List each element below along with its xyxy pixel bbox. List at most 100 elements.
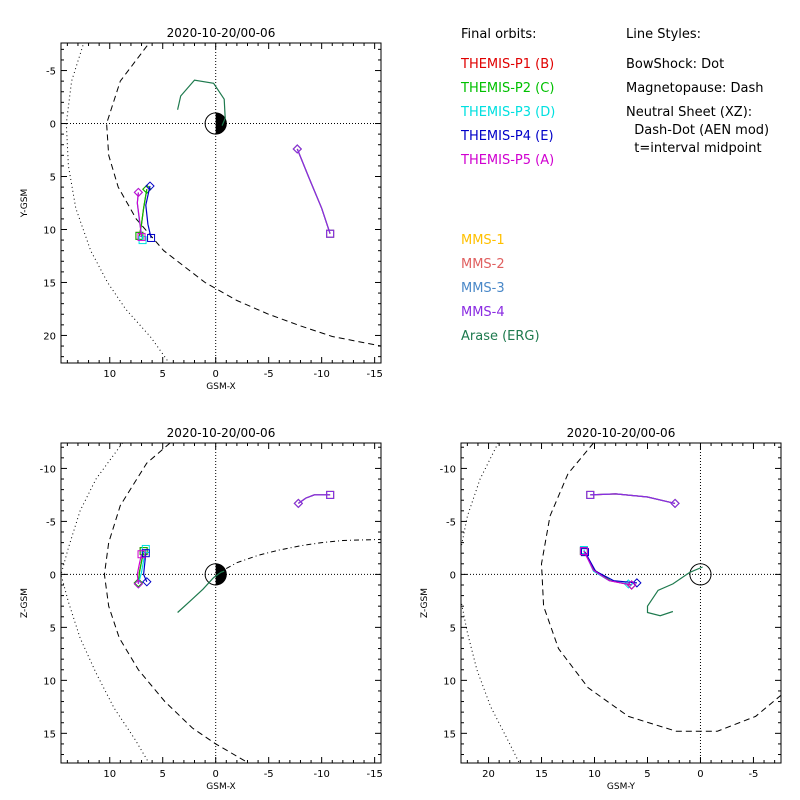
orbit-themis-p5-a bbox=[136, 192, 143, 237]
y-tick-label: 0 bbox=[50, 120, 56, 131]
line-style-bowshock: BowShock: Dot bbox=[626, 57, 725, 72]
x-tick-label: -5 bbox=[264, 369, 274, 380]
orbit-start-square-marker bbox=[137, 232, 146, 241]
legend-mms-3: MMS-3 bbox=[461, 281, 505, 296]
orbit-end-diamond-marker bbox=[626, 580, 637, 590]
legend-mms-2: MMS-2 bbox=[461, 257, 505, 272]
orbit-start-square-marker bbox=[580, 548, 589, 557]
y-tick-label: 20 bbox=[43, 331, 56, 342]
x-tick-label: 0 bbox=[697, 769, 703, 780]
orbit-mms-2 bbox=[298, 494, 331, 504]
y-axis-label: Y-GSM bbox=[20, 189, 30, 218]
line-styles-title: Line Styles: bbox=[626, 27, 702, 42]
orbit-mms-3 bbox=[298, 494, 331, 504]
y-tick-label: 5 bbox=[450, 623, 456, 634]
orbit-end-diamond-marker bbox=[133, 578, 144, 588]
orbit-start-square-marker bbox=[147, 233, 156, 242]
x-tick-label: 15 bbox=[535, 769, 548, 780]
orbit-themis-p4-e bbox=[142, 553, 148, 583]
y-axis-label: Z-GSM bbox=[20, 588, 30, 618]
orbit-start-diamond-marker bbox=[670, 498, 680, 509]
x-axis-label: GSM-X bbox=[206, 782, 235, 792]
plot-area bbox=[461, 443, 781, 763]
orbit-end-diamond-marker bbox=[133, 579, 144, 589]
orbit-themis-p4-e bbox=[584, 551, 637, 584]
legend-mms-4: MMS-4 bbox=[461, 305, 505, 320]
y-tick-label: -5 bbox=[446, 517, 456, 528]
orbit-start-diamond-marker bbox=[293, 498, 304, 509]
orbit-arase-erg bbox=[177, 570, 225, 613]
line-style-midpoint: t=interval midpoint bbox=[626, 141, 762, 156]
line-style-neutral-sheet: Neutral Sheet (XZ): bbox=[626, 105, 753, 120]
orbit-end-square-marker bbox=[326, 229, 335, 238]
plot-frame bbox=[460, 442, 782, 764]
x-tick-label: 10 bbox=[103, 369, 116, 380]
orbit-end-diamond-marker bbox=[133, 187, 144, 198]
bowshock-curve bbox=[65, 43, 170, 363]
magnetopause-curve bbox=[540, 443, 781, 732]
orbit-end-square-marker bbox=[586, 490, 595, 499]
orbit-start-diamond-marker bbox=[293, 498, 304, 509]
orbit-themis-p5-a bbox=[583, 550, 632, 586]
legend-themis-p5: THEMIS-P5 (A) bbox=[461, 153, 555, 168]
x-tick-label: -10 bbox=[313, 369, 329, 380]
y-tick-label: 15 bbox=[43, 729, 56, 740]
x-tick-label: -15 bbox=[366, 769, 382, 780]
y-axis-label: Z-GSM bbox=[420, 588, 430, 618]
legend-themis-p2: THEMIS-P2 (C) bbox=[461, 81, 555, 96]
y-tick-label: -5 bbox=[46, 517, 56, 528]
orbit-start-diamond-marker bbox=[670, 498, 680, 509]
x-tick-label: -5 bbox=[748, 769, 758, 780]
orbit-start-diamond-marker bbox=[293, 498, 304, 509]
chart-title: 2020-10-20/00-06 bbox=[167, 26, 276, 40]
orbit-start-diamond-marker bbox=[292, 144, 302, 154]
x-tick-label: 0 bbox=[213, 369, 219, 380]
line-style-dash-dot: Dash-Dot (AEN mod) bbox=[626, 123, 770, 138]
orbit-start-diamond-marker bbox=[293, 498, 304, 509]
x-tick-label: 5 bbox=[160, 369, 166, 380]
plot-frame bbox=[60, 42, 382, 364]
magnetopause-curve bbox=[106, 43, 381, 347]
orbit-end-square-marker bbox=[326, 229, 335, 238]
orbit-mms-4 bbox=[298, 494, 331, 504]
x-tick-label: 5 bbox=[644, 769, 650, 780]
orbit-themis-p4-e bbox=[145, 185, 152, 239]
bowshock-curve bbox=[461, 443, 520, 763]
orbit-end-square-marker bbox=[326, 229, 335, 238]
panel-3: 2020-10-20/00-06 20 15 10 5 0 -5 -10 -5 0 5 10 15 GSM… bbox=[420, 426, 782, 792]
x-tick-label: -5 bbox=[264, 769, 274, 780]
orbit-start-diamond-marker bbox=[292, 144, 302, 154]
magnetopause-curve bbox=[103, 443, 249, 763]
y-tick-label: 10 bbox=[43, 676, 56, 687]
y-tick-label: 5 bbox=[50, 623, 56, 634]
y-tick-label: 10 bbox=[443, 676, 456, 687]
neutral-sheet-curve bbox=[215, 538, 381, 575]
x-tick-label: -15 bbox=[366, 369, 382, 380]
orbit-start-diamond-marker bbox=[670, 498, 680, 509]
y-tick-label: 15 bbox=[443, 729, 456, 740]
plot-area bbox=[61, 443, 381, 763]
x-tick-label: 10 bbox=[103, 769, 116, 780]
y-tick-label: -5 bbox=[46, 67, 56, 78]
x-tick-label: 20 bbox=[482, 769, 495, 780]
chart-title: 2020-10-20/00-06 bbox=[567, 426, 676, 440]
earth-night-side bbox=[215, 563, 227, 585]
orbit-end-diamond-marker bbox=[632, 578, 642, 588]
line-style-magnetopause: Magnetopause: Dash bbox=[626, 81, 764, 96]
orbit-mms-1 bbox=[298, 494, 331, 504]
orbit-end-diamond-marker bbox=[145, 181, 155, 191]
legend-themis-p4: THEMIS-P4 (E) bbox=[461, 129, 554, 144]
final-orbits-title: Final orbits: bbox=[461, 27, 537, 42]
chart-title: 2020-10-20/00-06 bbox=[167, 426, 276, 440]
earth-icon bbox=[204, 563, 227, 586]
orbit-start-square-marker bbox=[141, 549, 150, 558]
orbit-end-square-marker bbox=[326, 490, 335, 499]
panel-1: 2020-10-20/00-06 10 5 0 -5 -10 -15 -5 0 5 10 15 20 GS… bbox=[20, 26, 383, 392]
y-tick-label: 5 bbox=[50, 173, 56, 184]
orbit-start-diamond-marker bbox=[292, 144, 302, 154]
legend-arase: Arase (ERG) bbox=[461, 329, 540, 344]
legend-mms-1: MMS-1 bbox=[461, 233, 505, 248]
x-tick-label: -10 bbox=[313, 769, 329, 780]
panel-2: 2020-10-20/00-06 10 5 0 -5 -10 -15 -10 -5 0 5 10 15 G… bbox=[20, 426, 383, 792]
